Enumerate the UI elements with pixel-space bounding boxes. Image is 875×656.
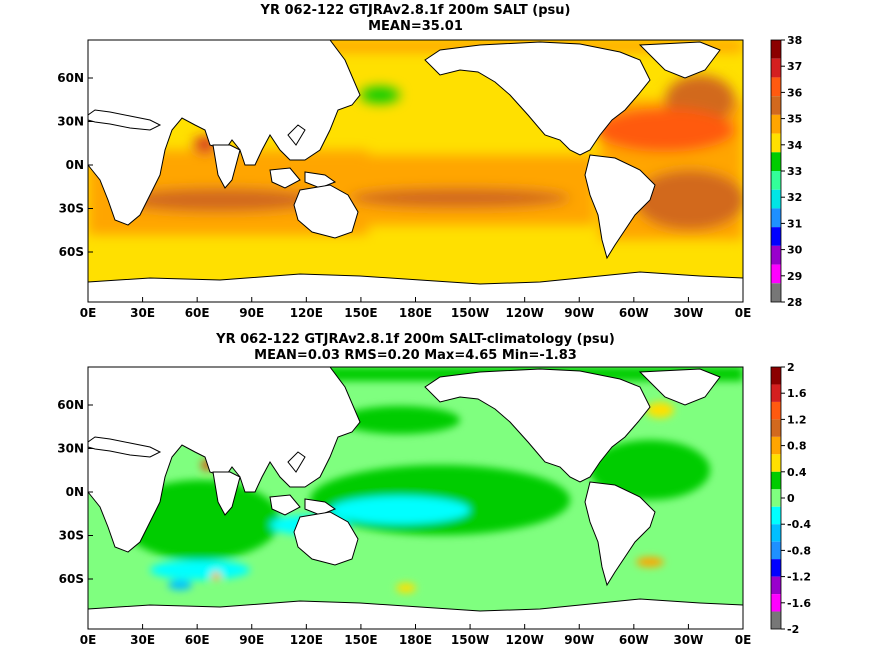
panel2-map — [88, 367, 743, 629]
x-tick-label: 30E — [130, 633, 155, 647]
y-tick-label: 60S — [59, 245, 84, 259]
colorbar-label: 1.2 — [787, 413, 807, 426]
colorbar-label: 33 — [787, 165, 802, 178]
colorbar-swatch — [771, 436, 781, 455]
panel2-subtitle: MEAN=0.03 RMS=0.20 Max=4.65 Min=-1.83 — [254, 348, 577, 363]
colorbar-label: 36 — [787, 86, 803, 99]
colorbar-swatch — [771, 208, 781, 228]
y-tick-label: 0N — [66, 485, 84, 499]
colorbar-swatch — [771, 264, 781, 284]
colorbar-swatch — [771, 133, 781, 153]
colorbar-swatch — [771, 559, 781, 577]
colorbar-swatch — [771, 189, 781, 209]
panel1-title: YR 062-122 GTJRAv2.8.1f 200m SALT (psu) — [260, 3, 571, 18]
x-tick-label: 60E — [185, 633, 210, 647]
y-tick-label: 30S — [59, 202, 84, 216]
colorbar-swatch — [771, 245, 781, 265]
colorbar-swatch — [771, 524, 781, 542]
colorbar-label: 35 — [787, 113, 802, 126]
colorbar-swatch — [771, 471, 781, 490]
panel1-subtitle: MEAN=35.01 — [368, 19, 463, 34]
colorbar-swatch — [771, 576, 781, 595]
colorbar-swatch — [771, 594, 781, 612]
colorbar-label: 0.8 — [787, 440, 807, 453]
panel2-title: YR 062-122 GTJRAv2.8.1f 200m SALT-climat… — [216, 332, 615, 347]
colorbar-swatch — [771, 454, 781, 472]
colorbar-swatch — [771, 611, 781, 629]
x-tick-label: 60W — [619, 633, 649, 647]
colorbar-label: -0.8 — [787, 544, 811, 557]
colorbar-label: 28 — [787, 296, 802, 309]
colorbar-label: 31 — [787, 217, 802, 230]
x-tick-label: 30W — [673, 633, 703, 647]
colorbar-swatch — [771, 419, 781, 437]
x-tick-label: 30E — [130, 306, 155, 320]
colorbar-swatch — [771, 384, 781, 402]
panel1-map — [88, 40, 743, 302]
colorbar-label: -0.4 — [787, 518, 811, 531]
y-tick-label: 0N — [66, 158, 84, 172]
colorbar-swatch — [771, 227, 781, 246]
colorbar-swatch — [771, 114, 781, 134]
colorbar-swatch — [771, 506, 781, 525]
y-tick-label: 60N — [57, 398, 84, 412]
x-tick-label: 0E — [80, 306, 97, 320]
y-tick-label: 60N — [57, 71, 84, 85]
x-tick-label: 120E — [290, 306, 323, 320]
x-tick-label: 180E — [399, 633, 432, 647]
x-tick-label: 150W — [451, 633, 489, 647]
colorbar-label: 0 — [787, 492, 795, 505]
x-tick-label: 90W — [564, 306, 594, 320]
x-tick-label: 30W — [673, 306, 703, 320]
x-tick-label: 150E — [344, 633, 377, 647]
colorbar-label: 34 — [787, 139, 803, 152]
x-tick-label: 120E — [290, 633, 323, 647]
colorbar-swatch — [771, 96, 781, 115]
x-tick-label: 150E — [344, 306, 377, 320]
x-tick-label: 60E — [185, 306, 210, 320]
colorbar-swatch — [771, 401, 781, 420]
x-tick-label: 0E — [735, 306, 752, 320]
x-tick-label: 90E — [239, 633, 264, 647]
colorbar-swatch — [771, 58, 781, 78]
colorbar-label: 0.4 — [787, 466, 807, 479]
x-tick-label: 150W — [451, 306, 489, 320]
x-tick-label: 120W — [506, 306, 544, 320]
colorbar-label: 38 — [787, 34, 802, 47]
colorbar-label: 37 — [787, 60, 802, 73]
colorbar-label: 30 — [787, 244, 803, 257]
x-tick-label: 0E — [735, 633, 752, 647]
x-tick-label: 90E — [239, 306, 264, 320]
colorbar-swatch — [771, 541, 781, 560]
colorbar-label: 2 — [787, 361, 795, 374]
y-tick-label: 30S — [59, 529, 84, 543]
colorbar-label: -1.2 — [787, 571, 811, 584]
x-tick-label: 0E — [80, 633, 97, 647]
colorbar-swatch — [771, 152, 781, 171]
y-tick-label: 60S — [59, 572, 84, 586]
y-tick-label: 30N — [57, 442, 84, 456]
colorbar-swatch — [771, 367, 781, 385]
x-tick-label: 60W — [619, 306, 649, 320]
colorbar-label: -2 — [787, 623, 799, 636]
colorbar-label: 29 — [787, 270, 802, 283]
colorbar-swatch — [771, 489, 781, 507]
colorbar-label: -1.6 — [787, 597, 811, 610]
colorbar-swatch — [771, 171, 781, 190]
colorbar-swatch — [771, 77, 781, 97]
colorbar-swatch — [771, 283, 781, 302]
y-tick-label: 30N — [57, 115, 84, 129]
colorbar-swatch — [771, 40, 781, 59]
x-tick-label: 120W — [506, 633, 544, 647]
colorbar-label: 1.6 — [787, 387, 807, 400]
colorbar-label: 32 — [787, 191, 802, 204]
x-tick-label: 90W — [564, 633, 594, 647]
x-tick-label: 180E — [399, 306, 432, 320]
